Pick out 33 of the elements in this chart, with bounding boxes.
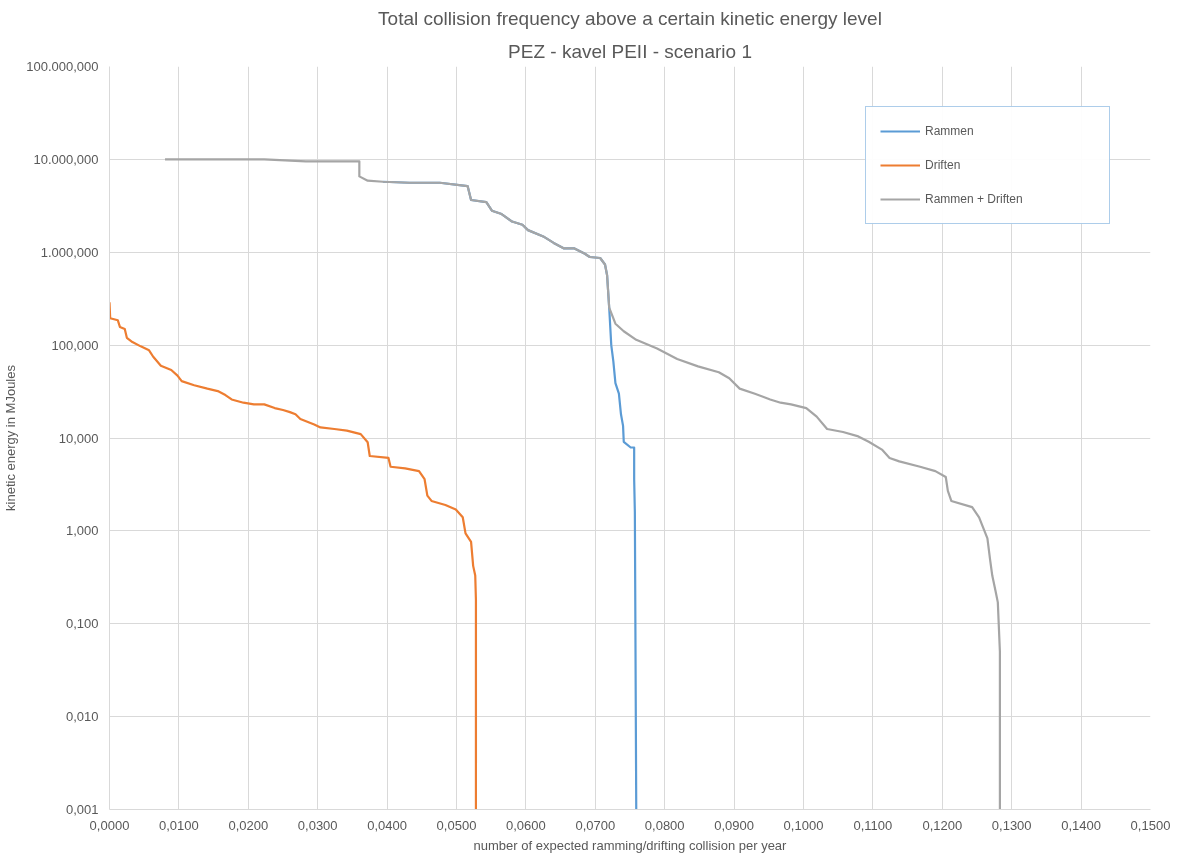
x-tick-label: 0,1100 — [853, 817, 893, 833]
x-tick-label: 0,1000 — [783, 817, 824, 833]
x-tick-label: 0,1300 — [991, 817, 1032, 833]
y-tick-label: 0,001 — [65, 802, 99, 817]
y-tick-label: 100.000,000 — [26, 59, 99, 74]
line-series — [109, 301, 478, 810]
chart-title: Total collision frequency above a certain kinetic energy level — [378, 7, 882, 29]
x-tick-label: 0,0800 — [644, 817, 685, 833]
x-tick-label: 0,0300 — [297, 817, 338, 833]
x-axis-title: number of expected ramming/drifting collision per year — [473, 837, 788, 853]
y-tick-label: 100,000 — [51, 337, 99, 353]
y-tick-label: 10,000 — [58, 430, 99, 446]
x-tick-label: 0,0100 — [159, 817, 199, 833]
x-tick-label: 0,1400 — [1061, 817, 1101, 833]
x-tick-label: 0,0600 — [506, 817, 546, 833]
y-tick-label: 1.000,000 — [40, 244, 99, 260]
x-tick-label: 0,0200 — [228, 817, 269, 833]
y-tick-label: 0,010 — [65, 709, 99, 725]
legend-label: Rammen — [925, 124, 975, 138]
legend-label: Driften — [925, 158, 962, 172]
chart-subtitle: PEZ - kavel PEII - scenario 1 — [508, 40, 752, 62]
x-tick-label: 0,0400 — [367, 817, 407, 833]
x-tick-label: 0,0700 — [575, 817, 616, 833]
y-tick-label: 10.000,000 — [33, 151, 99, 167]
x-tick-label: 0,1500 — [1130, 817, 1171, 833]
y-tick-label: 0,100 — [65, 616, 99, 632]
x-tick-label: 0,1200 — [922, 817, 963, 833]
x-tick-label: 0,0900 — [714, 817, 754, 833]
y-axis-title: kinetic energy in MJoules — [3, 364, 19, 511]
y-tick-label: 1,000 — [65, 523, 99, 539]
legend-label: Rammen + Driften — [925, 192, 1024, 206]
x-tick-label: 0,0000 — [89, 817, 130, 833]
x-tick-label: 0,0500 — [436, 817, 477, 833]
